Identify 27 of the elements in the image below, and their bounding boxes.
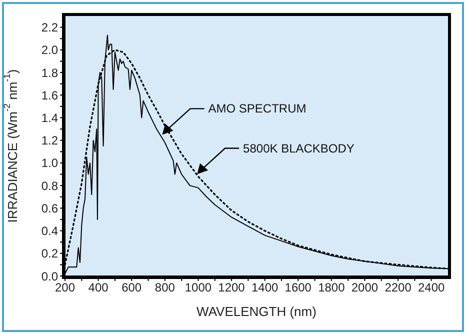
annotation: 5800K BLACKBODY xyxy=(243,141,354,156)
y-tick-label: 0.0 xyxy=(41,269,58,284)
x-tick-label: 1200 xyxy=(218,280,246,295)
y-tick-label: 0.6 xyxy=(41,201,58,216)
y-tick-label: 1.4 xyxy=(41,111,58,125)
y-tick-label: 1.2 xyxy=(41,134,58,148)
y-tick-label: 1.8 xyxy=(41,66,58,80)
x-tick-label: 600 xyxy=(122,280,142,295)
x-tick-label: 2400 xyxy=(418,280,446,295)
y-tick-label: 0.8 xyxy=(41,178,58,193)
x-tick-label: 1400 xyxy=(251,280,278,295)
y-tick-label: 2.0 xyxy=(41,43,58,58)
x-tick-label: 1600 xyxy=(284,280,312,295)
x-tick-label: 2200 xyxy=(384,280,412,295)
x-tick-label: 200 xyxy=(54,280,76,295)
y-tick-label: 0.4 xyxy=(41,224,58,238)
x-tick-label: 800 xyxy=(154,280,176,295)
y-tick-label: 1.6 xyxy=(41,88,58,102)
x-tick-label: 1000 xyxy=(184,280,212,295)
y-tick-label: 1.0 xyxy=(41,156,58,170)
y-tick-label: 2.2 xyxy=(41,20,58,35)
x-axis-title: WAVELENGTH (nm) xyxy=(196,304,316,319)
x-tick-label: 2000 xyxy=(351,280,378,295)
x-tick-label: 1800 xyxy=(318,280,346,295)
annotation: AMO SPECTRUM xyxy=(208,102,306,116)
y-tick-label: 0.2 xyxy=(41,246,58,261)
x-tick-label: 400 xyxy=(88,280,109,295)
